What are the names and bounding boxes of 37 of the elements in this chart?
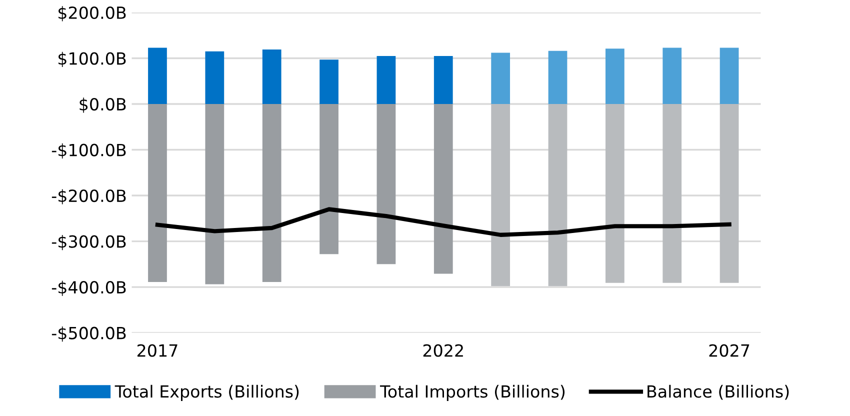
y-tick-label: -$500.0B [52,326,126,342]
bar [320,60,338,104]
legend-label: Total Imports (Billions) [380,384,565,401]
bar [720,104,739,283]
y-tick-label: -$300.0B [52,234,126,250]
x-tick-label: 2027 [709,344,750,357]
y-tick-label: -$100.0B [52,143,126,159]
x-tick-label: 2017 [137,344,178,357]
bar [606,104,624,283]
bar [548,104,568,286]
bar [491,52,510,104]
y-tick-label: $100.0B [58,52,126,68]
legend-label: Balance (Billions) [648,384,789,400]
bar [262,104,282,282]
y-tick-label: $200.0B [58,6,126,22]
bar [548,50,568,104]
bar [262,50,282,104]
bar [491,104,510,286]
bar [205,51,224,104]
bar [434,56,453,104]
bar [720,48,739,104]
legend-label: Total Exports (Billions) [114,384,299,401]
bar [205,104,224,284]
bar [662,104,682,283]
y-tick-label: -$400.0B [52,280,126,296]
x-tick-label: 2022 [423,344,463,357]
bar [148,104,167,282]
bar [376,104,396,264]
bar [662,48,682,104]
bar [376,56,396,104]
bar [434,104,453,274]
bar [320,104,338,254]
bar [606,48,624,104]
line-series [155,207,732,237]
y-tick-label: $0.0B [80,98,126,113]
y-tick-label: -$200.0B [52,189,126,204]
bar [148,48,167,104]
